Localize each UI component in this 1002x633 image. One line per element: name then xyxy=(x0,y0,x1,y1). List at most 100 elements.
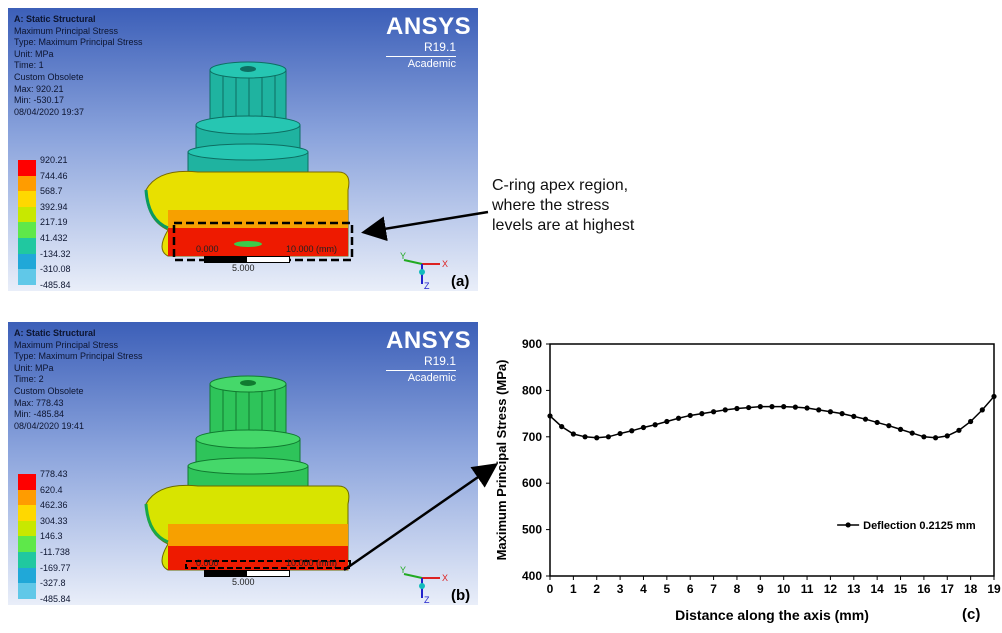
header-line: 08/04/2020 19:41 xyxy=(14,420,85,431)
legend-swatch xyxy=(18,237,36,254)
x-tick-label: 3 xyxy=(617,582,624,596)
legend-value: 41.432 xyxy=(40,232,68,243)
data-point xyxy=(605,434,612,440)
ansys-logo: ANSYS R19.1 Academic xyxy=(386,328,471,384)
data-point xyxy=(944,433,950,439)
y-axis-label: Maximum Principal Stress (MPa) xyxy=(494,360,509,561)
header-line: Max: 920.21 xyxy=(14,83,64,94)
series-line xyxy=(549,395,995,439)
data-point xyxy=(932,435,939,441)
header-line: Maximum Principal Stress xyxy=(14,25,119,36)
legend-value: -134.32 xyxy=(40,248,71,259)
x-tick-label: 15 xyxy=(894,582,908,596)
x-tick-label: 7 xyxy=(710,582,717,596)
x-tick-label: 18 xyxy=(964,582,978,596)
header-line: Time: 1 xyxy=(14,60,44,71)
data-point xyxy=(921,434,927,440)
header-line: Unit: MPa xyxy=(14,48,54,59)
legend-swatch xyxy=(18,474,36,490)
c-ring-model xyxy=(144,61,354,262)
data-point xyxy=(547,413,553,419)
legend-value: 620.4 xyxy=(40,484,63,495)
x-tick-label: 8 xyxy=(734,582,741,596)
data-point xyxy=(570,431,576,437)
legend-swatch xyxy=(18,489,36,506)
scale-zero: 0.000 xyxy=(196,558,219,568)
legend-swatch xyxy=(18,520,36,537)
legend-label: Deflection 0.2125 mm xyxy=(863,520,976,532)
data-point xyxy=(652,422,658,428)
legend-value: 304.33 xyxy=(40,515,68,526)
data-point xyxy=(640,424,647,431)
data-point xyxy=(559,423,565,430)
data-point xyxy=(582,434,588,440)
data-point xyxy=(956,427,962,433)
y-tick-label: 900 xyxy=(522,337,542,351)
header-line: Custom Obsolete xyxy=(14,71,84,82)
triad-x-label: X xyxy=(442,259,448,269)
ansys-edition: Academic xyxy=(386,56,456,70)
x-tick-label: 6 xyxy=(687,582,694,596)
data-point xyxy=(909,430,915,436)
legend-swatch xyxy=(18,253,36,270)
header-line: A: Static Structural xyxy=(14,14,96,24)
legend-value: -485.84 xyxy=(40,279,71,290)
legend-value: 778.43 xyxy=(40,469,68,479)
ansys-version: R19.1 xyxy=(423,354,456,368)
data-point xyxy=(675,415,682,421)
data-point xyxy=(629,428,635,434)
header-line: 08/04/2020 19:37 xyxy=(14,106,85,117)
x-tick-label: 1 xyxy=(570,582,577,596)
data-point xyxy=(734,405,740,412)
data-point xyxy=(851,413,857,419)
x-tick-label: 17 xyxy=(941,582,955,596)
x-tick-label: 10 xyxy=(777,582,791,596)
data-point xyxy=(617,430,623,437)
fea-panel-b: A: Static Structural Maximum Principal S… xyxy=(8,322,478,605)
legend-swatch xyxy=(18,505,36,521)
triad-z-label: Z xyxy=(424,281,430,290)
legend-marker xyxy=(845,522,851,528)
legend-swatch xyxy=(18,551,36,568)
header-line: Custom Obsolete xyxy=(14,385,84,396)
panel-b-header: A: Static Structural Maximum Principal S… xyxy=(14,328,143,432)
header-line: Min: -485.84 xyxy=(14,409,65,420)
data-point xyxy=(699,411,705,417)
legend-swatch xyxy=(18,175,36,192)
legend-swatch xyxy=(18,206,36,223)
scale-max: 10.000 (mm) xyxy=(286,558,338,568)
header-line: Unit: MPa xyxy=(14,362,54,373)
header-line: Max: 778.43 xyxy=(14,397,64,408)
header-line: Time: 2 xyxy=(14,374,44,385)
x-tick-label: 0 xyxy=(547,582,554,596)
header-line: A: Static Structural xyxy=(14,328,96,338)
data-point xyxy=(757,404,763,410)
legend-value: -169.77 xyxy=(40,562,71,573)
legend-swatch xyxy=(18,536,36,552)
x-axis-label: Distance along the axis (mm) xyxy=(675,607,869,623)
header-line: Maximum Principal Stress xyxy=(14,339,119,350)
y-tick-label: 500 xyxy=(522,523,542,537)
triad-y-label: Y xyxy=(400,565,406,575)
data-point xyxy=(781,404,787,410)
data-point xyxy=(710,409,717,415)
x-tick-label: 14 xyxy=(870,582,884,596)
x-tick-label: 13 xyxy=(847,582,861,596)
scale-bar: 0.000 10.000 (mm) 5.000 xyxy=(196,244,366,274)
data-point xyxy=(722,407,728,413)
legend-value: -485.84 xyxy=(40,593,71,604)
header-line: Min: -530.17 xyxy=(14,95,65,106)
legend-swatch xyxy=(18,567,36,584)
legend-value: 568.7 xyxy=(40,186,63,197)
panel-label-a: (a) xyxy=(451,273,470,290)
data-point xyxy=(816,407,822,413)
coordinate-triad: X Y Z xyxy=(400,565,448,604)
y-tick-label: 800 xyxy=(522,383,542,397)
panel-label-b: (b) xyxy=(451,587,471,604)
callout-text: C-ring apex region, where the stress lev… xyxy=(492,177,635,234)
legend-value: -327.8 xyxy=(40,578,66,589)
legend-value: 217.19 xyxy=(40,217,68,228)
legend-value: 392.94 xyxy=(40,201,68,212)
stress-chart: 400 500 600 700 800 900 0 1 2 3 4 5 6 7 8 9 10 11 12 13 14 15… xyxy=(488,326,1002,628)
data-point xyxy=(862,416,869,422)
